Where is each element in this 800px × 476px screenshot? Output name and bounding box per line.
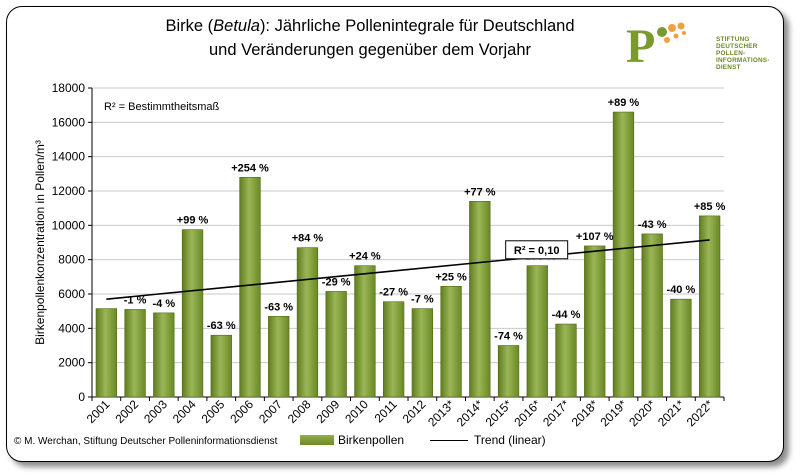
data-label: -63 % bbox=[207, 320, 236, 332]
x-tick-label: 2006 bbox=[227, 397, 256, 426]
data-label: +24 % bbox=[349, 251, 381, 263]
bar bbox=[325, 291, 347, 398]
data-label: -40 % bbox=[667, 284, 696, 296]
x-tick-label: 2018* bbox=[569, 397, 601, 429]
y-tick-label: 4000 bbox=[58, 321, 85, 335]
x-tick-label: 2020* bbox=[626, 397, 658, 429]
bar bbox=[210, 334, 232, 398]
svg-text:P: P bbox=[626, 20, 655, 73]
y-tick-label: 12000 bbox=[52, 184, 86, 198]
x-tick-label: 2013* bbox=[425, 397, 457, 429]
x-tick-label: 2001 bbox=[84, 397, 113, 426]
legend-item-trend: Trend (linear) bbox=[430, 433, 546, 447]
y-tick-label: 10000 bbox=[52, 218, 86, 232]
x-tick-label: 2015* bbox=[483, 397, 515, 429]
y-tick-label: 2000 bbox=[58, 356, 85, 370]
bar bbox=[411, 308, 434, 398]
x-tick-label: 2003 bbox=[141, 397, 170, 426]
x-tick-label: 2010 bbox=[342, 397, 371, 426]
bar bbox=[354, 265, 376, 398]
r2-box-label: R² = 0,10 bbox=[514, 245, 560, 257]
y-axis-label: Birkenpollenkonzentration in Pollen/m³ bbox=[33, 140, 47, 345]
chart-legend: Birkenpollen Trend (linear) bbox=[300, 433, 572, 447]
bar bbox=[181, 229, 204, 398]
x-tick-label: 2016* bbox=[511, 397, 543, 429]
logo-text: STIFTUNG DEUTSCHER POLLEN- INFORMATIONS-… bbox=[716, 36, 770, 71]
x-tick-label: 2008 bbox=[285, 397, 314, 426]
x-tick-label: 2017* bbox=[540, 397, 572, 429]
data-label: -63 % bbox=[264, 301, 293, 313]
r2-box bbox=[505, 240, 569, 260]
bar bbox=[641, 233, 663, 398]
y-tick-label: 14000 bbox=[52, 150, 86, 164]
x-tick-label: 2004 bbox=[170, 397, 199, 426]
y-tick-label: 18000 bbox=[52, 81, 86, 95]
x-tick-label: 2009 bbox=[314, 397, 343, 426]
bar bbox=[124, 309, 146, 398]
bar bbox=[296, 247, 319, 398]
data-label: -74 % bbox=[494, 331, 523, 343]
data-label: -4 % bbox=[153, 298, 176, 310]
data-label: +107 % bbox=[576, 231, 614, 243]
y-tick-label: 0 bbox=[78, 390, 85, 404]
data-label: +254 % bbox=[231, 162, 269, 174]
x-tick-label: 2014* bbox=[454, 397, 486, 429]
x-tick-label: 2011 bbox=[372, 397, 400, 425]
bar bbox=[555, 323, 577, 398]
data-label: -27 % bbox=[379, 287, 408, 299]
chart-title: Birke (Betula): Jährliche Pollenintegral… bbox=[165, 17, 575, 59]
x-tick-label: 2007 bbox=[256, 397, 285, 426]
data-label: -43 % bbox=[638, 219, 667, 231]
data-label: -29 % bbox=[322, 276, 351, 288]
data-label: +85 % bbox=[694, 201, 726, 213]
bar bbox=[670, 298, 692, 398]
y-tick-label: 16000 bbox=[52, 115, 86, 129]
data-label: +99 % bbox=[177, 215, 209, 227]
bar bbox=[584, 245, 606, 398]
bar bbox=[497, 345, 520, 398]
data-label: +89 % bbox=[608, 97, 640, 109]
data-label: +25 % bbox=[435, 271, 467, 283]
trend-line bbox=[106, 239, 710, 300]
y-tick-label: 6000 bbox=[58, 287, 85, 301]
bar bbox=[612, 111, 635, 398]
r2-note: R² = Bestimmtheitsmaß bbox=[104, 101, 219, 113]
x-tick-label: 2005 bbox=[199, 397, 228, 426]
bar bbox=[526, 265, 548, 398]
x-tick-label: 2021* bbox=[655, 397, 687, 429]
bar bbox=[268, 316, 290, 398]
y-tick-label: 8000 bbox=[58, 253, 85, 267]
x-tick-label: 2002 bbox=[112, 397, 141, 426]
bar bbox=[382, 301, 405, 398]
bar bbox=[698, 215, 721, 398]
bar bbox=[153, 312, 175, 398]
legend-label-trend: Trend (linear) bbox=[474, 433, 546, 447]
copyright-text: © M. Werchan, Stiftung Deutscher Polleni… bbox=[14, 436, 278, 447]
legend-swatch-bars bbox=[300, 435, 334, 445]
data-label: +77 % bbox=[464, 186, 496, 198]
bar bbox=[95, 308, 118, 398]
legend-item-bars: Birkenpollen bbox=[300, 433, 404, 447]
legend-swatch-trend bbox=[430, 439, 469, 441]
data-label: -44 % bbox=[552, 309, 581, 321]
data-label: -7 % bbox=[411, 294, 434, 306]
data-label: -1 % bbox=[124, 294, 147, 306]
bar bbox=[440, 285, 462, 398]
data-label: +84 % bbox=[292, 233, 324, 245]
logo-icon: P bbox=[626, 20, 686, 73]
x-tick-label: 2019* bbox=[597, 397, 629, 429]
bar bbox=[239, 176, 261, 398]
bar bbox=[469, 201, 491, 398]
x-tick-label: 2022* bbox=[684, 397, 716, 429]
legend-label-bars: Birkenpollen bbox=[338, 433, 405, 447]
x-tick-label: 2012 bbox=[400, 397, 429, 426]
